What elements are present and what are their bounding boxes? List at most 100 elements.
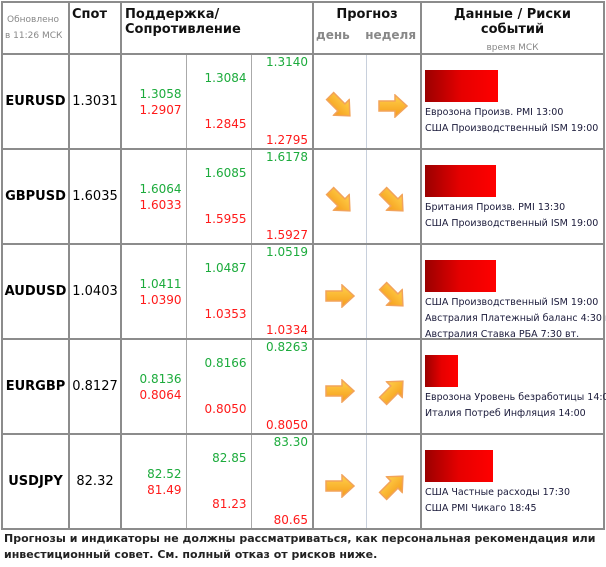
sr-level-3: 83.30 80.65	[250, 433, 315, 530]
resistance-3: 1.0519	[266, 245, 309, 259]
events-cell: США Производственный ISM 19:00 Австралия …	[420, 243, 606, 340]
updated-label: Обновлено	[7, 15, 60, 25]
resistance-2: 1.3084	[204, 71, 247, 85]
spot-price: 1.0403	[68, 243, 122, 340]
risk-bar	[425, 260, 497, 292]
time-note: время МСК	[486, 43, 539, 53]
event-item: Еврозона Произв. PMI 13:00	[425, 107, 564, 118]
events-cell: Еврозона Произв. PMI 13:00 США Производст…	[420, 53, 605, 150]
sr-level-3: 1.0519 1.0334	[250, 243, 315, 340]
support-3: 1.0334	[266, 323, 309, 337]
table-row: GBPUSD 1.6035 1.6064 1.6033 1.6085 1.5955 …	[1, 148, 605, 245]
resistance-3: 0.8263	[266, 340, 309, 354]
week-forecast	[365, 243, 423, 340]
resistance-1: 1.6064	[139, 182, 182, 196]
day-forecast	[312, 243, 367, 340]
resistance-3: 1.3140	[266, 55, 309, 69]
sr-level-3: 1.3140 1.2795	[250, 53, 315, 150]
support-3: 0.8050	[266, 418, 309, 432]
support-1: 1.2907	[139, 103, 182, 117]
resistance-1: 1.3058	[139, 87, 182, 101]
event-item: США Частные расходы 17:30	[425, 487, 570, 498]
sr-level-3: 0.8263 0.8050	[250, 338, 315, 435]
support-3: 80.65	[273, 513, 309, 527]
arrow-right-icon	[325, 283, 355, 308]
spot-price: 0.8127	[68, 338, 122, 435]
support-1: 1.6033	[139, 198, 182, 212]
support-2: 1.0353	[204, 307, 247, 321]
pair-name: AUDUSD	[1, 243, 70, 340]
support-1: 0.8064	[139, 388, 182, 402]
updated-time: в 11:26 МСК	[5, 31, 63, 41]
support-3: 1.2795	[266, 133, 309, 147]
table-row: EURGBP 0.8127 0.8136 0.8064 0.8166 0.8050 …	[1, 338, 606, 435]
event-item: Британия Произв. PMI 13:30	[425, 202, 566, 213]
forecast-header-label: Прогноз	[336, 7, 398, 22]
support-2: 81.23	[212, 497, 247, 511]
table-row: EURUSD 1.3031 1.3058 1.2907 1.3084 1.2845 …	[1, 53, 605, 150]
sr-level-2: 0.8166 0.8050	[185, 338, 252, 435]
support-3: 1.5927	[266, 228, 309, 242]
resistance-3: 83.30	[273, 435, 309, 449]
day-forecast	[312, 338, 367, 435]
support-1: 1.0390	[139, 293, 182, 307]
risk-bar	[425, 70, 499, 102]
sr-level-2: 1.6085 1.5955	[185, 148, 252, 245]
resistance-2: 82.85	[212, 451, 247, 465]
events-cell: США Частные расходы 17:30 США PMI Чикаго …	[420, 433, 605, 530]
spot-header: Спот	[68, 1, 122, 55]
day-label: день	[316, 28, 350, 42]
sr-level-1: 82.52 81.49	[120, 433, 187, 530]
support-1: 81.49	[147, 483, 182, 497]
event-item: США Производственный ISM 19:00	[425, 123, 599, 134]
pair-name: EURUSD	[1, 53, 70, 150]
arrow-right-icon	[378, 93, 409, 118]
day-forecast	[312, 53, 367, 150]
events-cell: Еврозона Уровень безработицы 14:00 Италия…	[420, 338, 606, 435]
data-risks-header: Данные / Риски событий время МСК	[420, 1, 605, 55]
sr-level-2: 82.85 81.23	[185, 433, 252, 530]
table-row: USDJPY 82.32 82.52 81.49 82.85 81.23 83.30…	[1, 433, 605, 530]
week-forecast	[365, 53, 423, 150]
updated-cell: Обновлено в 11:26 МСК	[1, 1, 70, 55]
arrow-down-right-icon	[325, 91, 351, 117]
week-forecast	[365, 148, 423, 245]
disclaimer: Прогнозы и индикаторы не должны рассматр…	[4, 532, 596, 561]
arrow-down-right-icon	[325, 186, 351, 212]
spot-price: 82.32	[68, 433, 122, 530]
resistance-2: 1.6085	[204, 166, 247, 180]
pair-name: EURGBP	[1, 338, 70, 435]
resistance-1: 82.52	[147, 467, 182, 481]
pair-name: GBPUSD	[1, 148, 70, 245]
arrow-down-right-icon	[378, 281, 404, 307]
day-forecast	[312, 433, 367, 530]
week-forecast	[365, 433, 423, 530]
sr-level-1: 1.6064 1.6033	[120, 148, 187, 245]
event-item: Еврозона Уровень безработицы 14:00	[425, 392, 606, 403]
data-risks-label: Данные / Риски событий	[454, 7, 571, 37]
sr-level-1: 1.3058 1.2907	[120, 53, 187, 150]
resistance-1: 0.8136	[139, 372, 182, 386]
resistance-3: 1.6178	[266, 150, 309, 164]
spot-header-label: Спот	[72, 7, 107, 22]
day-forecast	[312, 148, 367, 245]
support-2: 1.5955	[204, 212, 247, 226]
sr-header: Поддержка/Сопротивление	[119, 1, 315, 55]
pair-name: USDJPY	[1, 433, 70, 530]
sr-level-1: 0.8136 0.8064	[120, 338, 187, 435]
week-forecast	[365, 338, 423, 435]
arrow-up-right-icon	[378, 474, 404, 500]
arrow-down-right-icon	[378, 186, 404, 212]
arrow-right-icon	[325, 378, 355, 403]
risk-bar	[425, 355, 459, 387]
events-cell: Британия Произв. PMI 13:30 США Производст…	[420, 148, 605, 245]
arrow-up-right-icon	[378, 379, 404, 405]
support-2: 1.2845	[204, 117, 247, 131]
event-item: Австралия Платежный баланс 4:30 вт.	[425, 313, 606, 324]
event-item: США Производственный ISM 19:00	[425, 297, 599, 308]
event-item: США Производственный ISM 19:00	[425, 218, 599, 229]
resistance-2: 0.8166	[204, 356, 247, 370]
sr-level-1: 1.0411 1.0390	[120, 243, 187, 340]
risk-bar	[425, 165, 497, 197]
